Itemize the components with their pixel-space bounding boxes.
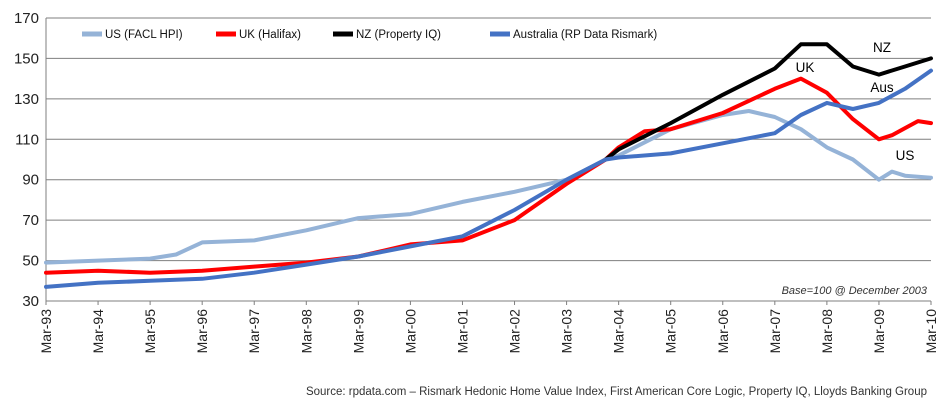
axes: 30 50 70 90 110 130 150 170 Mar-93 Mar-94 Mar-95 Ma… [14,10,939,353]
x-tick-label: Mar-10 [923,309,939,354]
legend: US (FACL HPI) UK (Halifax) NZ (Property IQ… [82,29,657,41]
x-tick-label: Mar-96 [194,309,210,354]
y-tick-label: 130 [14,91,39,108]
x-tick-label: Mar-08 [819,309,835,354]
x-tick-label: Mar-09 [871,309,887,354]
series-line [603,42,933,162]
legend-label: UK (Halifax) [239,29,301,41]
y-tick-label: 150 [14,50,39,67]
legend-label: NZ (Property IQ) [356,29,441,41]
series-line [44,68,933,289]
y-tick-label: 50 [22,253,39,270]
y-tick-label: 30 [22,293,39,310]
x-tick-label: Mar-93 [38,309,54,354]
series-annotation: UK [796,60,815,75]
series-line [44,76,933,275]
y-tick-label: 170 [14,10,39,27]
series-annotation: NZ [873,40,891,55]
x-tick-label: Mar-98 [298,309,314,354]
y-tick-label: 70 [22,212,39,229]
x-tick-label: Mar-00 [402,309,418,354]
x-tick-label: Mar-07 [767,309,783,354]
x-tick-label: Mar-04 [611,309,627,354]
legend-label: Australia (RP Data Rismark) [513,29,657,41]
source-note: Source: rpdata.com – Rismark Hedonic Hom… [305,386,927,398]
legend-label: US (FACL HPI) [105,29,183,41]
x-tick-label: Mar-03 [559,309,575,354]
x-tick-label: Mar-01 [454,309,470,354]
x-tick-label: Mar-97 [246,309,262,354]
gridlines [46,17,931,302]
x-tick-label: Mar-02 [507,309,523,354]
series-annotation: Aus [870,80,894,95]
y-tick-label: 90 [22,172,39,189]
base-note: Base=100 @ December 2003 [782,285,928,297]
annotations: NZ UK Aus US Base=100 @ December 2003 [782,40,928,297]
series-line [44,109,933,265]
x-tick-label: Mar-94 [90,309,106,354]
y-tick-label: 110 [15,131,39,148]
series-annotation: US [896,148,915,163]
series-lines [44,42,933,289]
x-tick-label: Mar-05 [663,309,679,354]
x-tick-label: Mar-99 [350,309,366,354]
x-tick-label: Mar-95 [142,309,158,354]
x-tick-label: Mar-06 [715,309,731,354]
